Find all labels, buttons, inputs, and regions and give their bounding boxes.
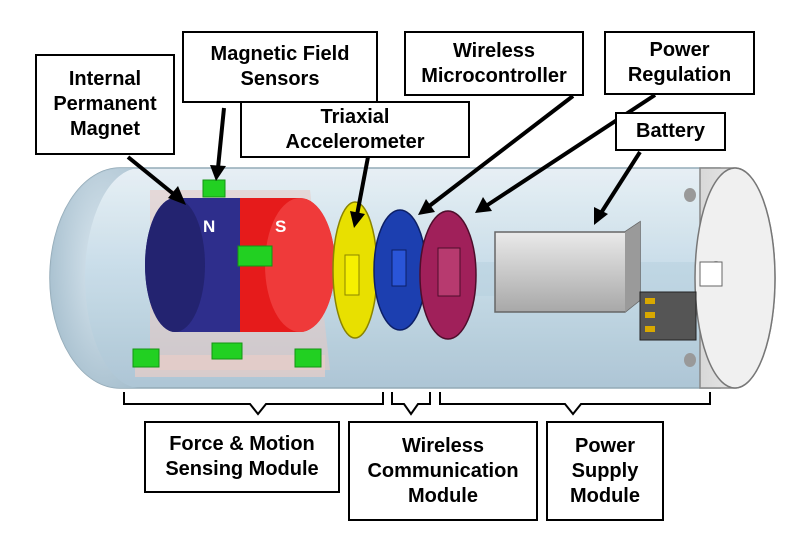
label-line: Module	[570, 484, 640, 507]
label-line: Magnet	[70, 118, 140, 140]
label-line: Sensors	[240, 68, 320, 90]
label-line: Power	[574, 434, 636, 457]
label-wireless-mcu: Wireless Microcontroller	[404, 31, 584, 96]
label-line: Triaxial	[320, 105, 390, 128]
permanent-magnet	[145, 198, 335, 332]
label-line: Communication	[367, 459, 519, 482]
end-cap	[684, 167, 776, 389]
label-line: Microcontroller	[421, 64, 567, 87]
north-pole-label: N	[203, 217, 216, 236]
battery-cell	[494, 220, 697, 341]
label-line: Internal	[68, 68, 142, 90]
label-internal-magnet: Internal Permanent Magnet	[35, 54, 175, 155]
module-brackets	[123, 392, 711, 416]
label-line: Wireless	[452, 39, 536, 62]
label-line: Supply	[571, 459, 639, 482]
label-line: Magnetic Field	[210, 43, 350, 65]
label-line: Module	[408, 484, 478, 507]
power-regulation-board	[419, 210, 477, 340]
label-line: Accelerometer	[285, 130, 425, 153]
force-motion-bracket	[123, 392, 384, 416]
label-line: Battery	[636, 120, 705, 142]
label-line: Wireless	[401, 434, 485, 457]
label-power-regulation: Power Regulation	[604, 31, 755, 95]
label-magnetic-sensors: Magnetic Field Sensors	[182, 31, 378, 103]
label-wireless-comm-module: Wireless Communication Module	[348, 421, 538, 521]
label-line: Permanent	[53, 93, 157, 115]
label-line: Sensing Module	[165, 458, 319, 480]
label-power-supply-module: Power Supply Module	[546, 421, 664, 521]
label-force-motion-module: Force & Motion Sensing Module	[144, 421, 340, 493]
magnetic-sensors	[132, 179, 322, 368]
label-line: Regulation	[627, 64, 732, 86]
label-line: Force & Motion	[169, 433, 315, 455]
label-triaxial-accelerometer: Triaxial Accelerometer	[240, 101, 470, 158]
south-pole-label: S	[275, 217, 287, 236]
wireless-comm-bracket	[391, 392, 431, 416]
label-battery: Battery	[615, 112, 726, 151]
power-supply-bracket	[439, 392, 711, 416]
microcontroller-board	[373, 209, 427, 331]
label-line: Power	[649, 39, 710, 61]
